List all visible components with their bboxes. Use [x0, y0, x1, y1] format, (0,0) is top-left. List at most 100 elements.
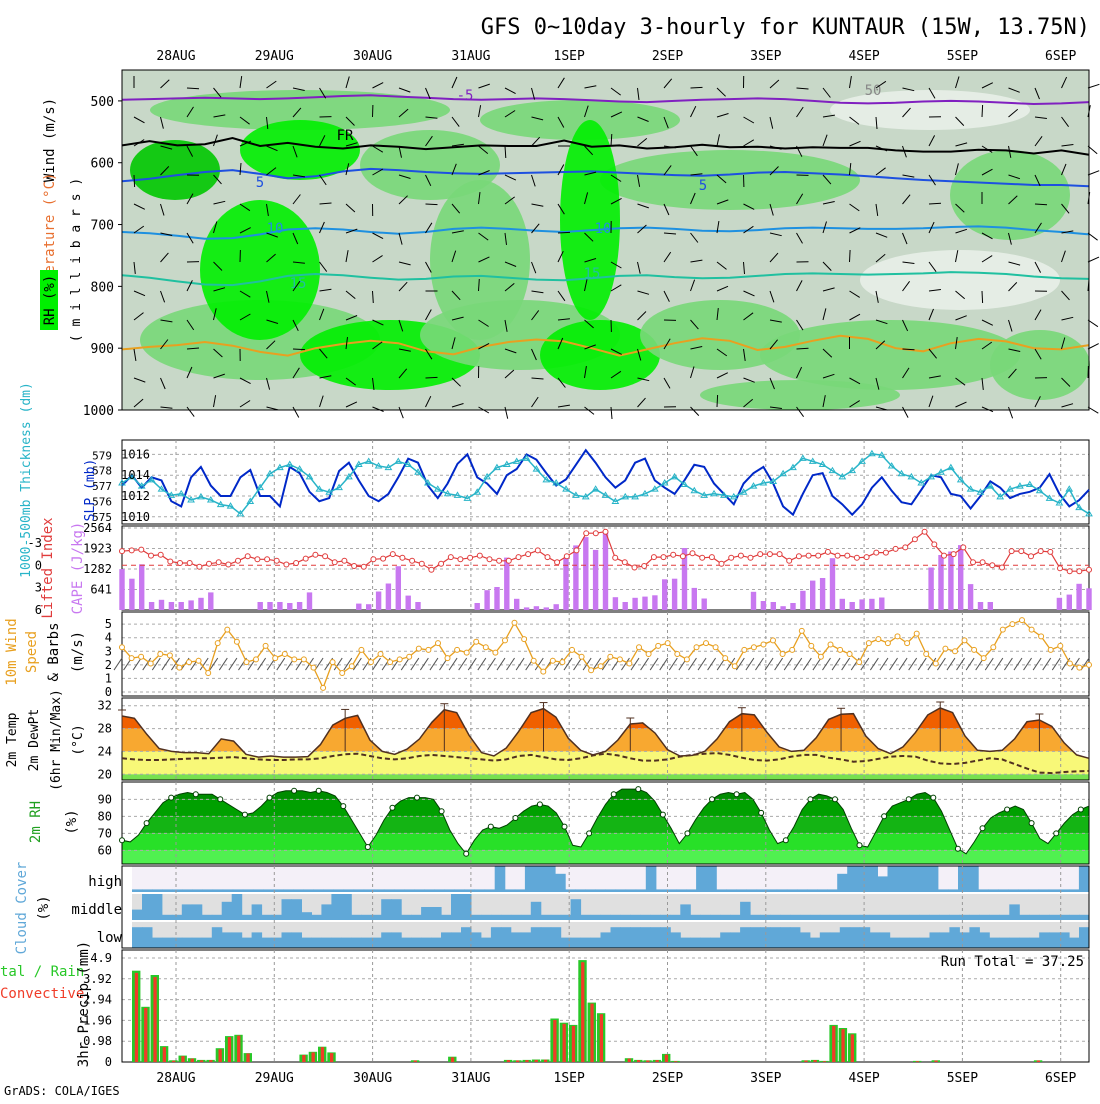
cape-bar [692, 588, 697, 610]
cloud-bar [591, 938, 602, 948]
wind-speed-point [627, 661, 632, 666]
cape-bar [879, 598, 884, 611]
cloud-bar [555, 874, 566, 892]
cloud-bar [142, 927, 153, 948]
cloud-bar [760, 927, 771, 948]
cloud-bar [444, 889, 455, 892]
cloud-bar [501, 915, 512, 920]
li-point [197, 564, 202, 569]
cloud-bar [262, 915, 273, 920]
wind-barb [717, 395, 718, 407]
wind-barb-10m [162, 658, 170, 670]
rh-point [783, 838, 788, 843]
precip-ylabel: 3hr Precip (mm) [76, 941, 92, 1067]
cloud-bar [182, 904, 193, 920]
precip-conv-bar [414, 1061, 417, 1063]
rh-patch [760, 320, 1020, 390]
wind-speed-point [349, 664, 354, 669]
rh-patch [600, 150, 860, 210]
rh-patch [430, 180, 530, 340]
cloud-bar [860, 915, 871, 920]
li-point [178, 561, 183, 566]
wind-speed-point [445, 656, 450, 661]
rh-point [341, 804, 346, 809]
cloud-bar [830, 932, 841, 948]
wind-speed-point [493, 650, 498, 655]
cape-bar [494, 587, 499, 610]
wind-speed-point [981, 656, 986, 661]
date-label-bottom: 2SEP [652, 1071, 683, 1086]
cape-bar [149, 602, 154, 610]
wind-speed-point [637, 645, 642, 650]
cape-bar [850, 602, 855, 610]
wind-barb-10m [736, 658, 744, 670]
cloud-bar [421, 938, 432, 948]
li-point [1087, 567, 1092, 572]
temp-band-mid [122, 729, 1089, 752]
li-point [709, 555, 714, 560]
cape-bar [573, 545, 578, 610]
temp-bands [122, 698, 1089, 780]
wind-speed-point [225, 627, 230, 632]
cape-bar [307, 592, 312, 610]
rh-patch [560, 120, 620, 320]
wind-barb-10m [574, 658, 582, 670]
li-point [632, 565, 637, 570]
cloud-bar [989, 938, 1000, 948]
precip-conv-bar [525, 1060, 528, 1062]
rh-point [537, 802, 542, 807]
cloud-bar [696, 866, 707, 892]
cloud-bar [384, 889, 395, 892]
li-point [729, 555, 734, 560]
wind-speed-point [244, 660, 249, 665]
wind-tick-label: 2 [105, 658, 112, 672]
rh-tick-label: 60 [98, 843, 112, 857]
li-point [129, 548, 134, 553]
temp-band-low [122, 751, 1089, 774]
rh-point [120, 838, 125, 843]
wind-barb-10m [669, 658, 677, 670]
rh-point [1078, 807, 1083, 812]
wind-speed-point [503, 638, 508, 643]
cloud-bar [232, 894, 243, 920]
cloud-bar [361, 938, 372, 948]
cloud-bar [630, 927, 641, 948]
wind-barb-10m [803, 658, 811, 670]
cloud-bar [344, 889, 355, 892]
temp-band-hi [122, 698, 1089, 729]
cloud-bar [495, 866, 506, 892]
temp-ylabel-2: 2m DewPt [27, 709, 42, 772]
cloud-bar [394, 889, 405, 892]
temp-band-base [122, 774, 1089, 780]
cloud-bar [900, 938, 911, 948]
wind-speed-point [196, 658, 201, 663]
cloud-bar [192, 889, 203, 892]
cloud-bar [213, 889, 224, 892]
rh-band [122, 816, 1089, 833]
li-point [642, 564, 647, 569]
cloud-bar [611, 915, 622, 920]
li-point [748, 555, 753, 560]
cloud-bar [888, 866, 899, 892]
cloud-bar [601, 915, 612, 920]
cloud-bar [790, 915, 801, 920]
cape-bar [297, 602, 302, 610]
rh-bands [122, 782, 1089, 867]
cloud-bar [581, 938, 592, 948]
rh-patch [860, 250, 1060, 310]
cloud-bar [720, 932, 731, 948]
cloud-bar [531, 902, 542, 920]
cloud-bar [1039, 889, 1050, 892]
cloud-bar [988, 889, 999, 892]
cloud-bar [1009, 938, 1020, 948]
li-point [651, 555, 656, 560]
wind-barb-10m [890, 658, 898, 670]
li-point [593, 531, 598, 536]
cape-bar [810, 581, 815, 610]
cloud-bar [780, 927, 791, 948]
precip-conv-bar [804, 1061, 807, 1063]
rh-point [1029, 821, 1034, 826]
cloud-bar [740, 927, 751, 948]
cloud-level-label: middle [71, 902, 122, 918]
cloud-bar [152, 938, 163, 948]
